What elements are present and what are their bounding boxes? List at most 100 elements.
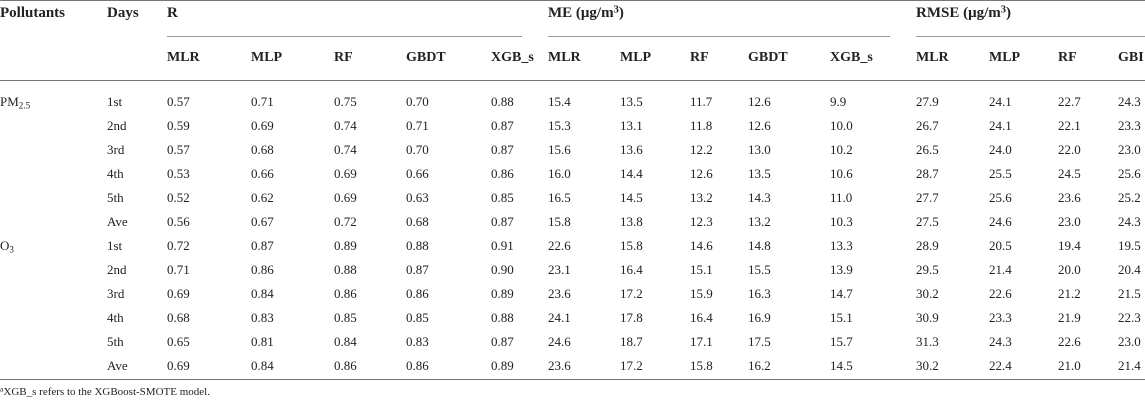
value-cell: 14.3 bbox=[748, 190, 771, 205]
value-cell: 25.5 bbox=[989, 166, 1012, 181]
model-header: MLP bbox=[251, 50, 283, 65]
value-cell: 24.5 bbox=[1058, 166, 1081, 181]
value-cell: 0.70 bbox=[406, 94, 429, 109]
value-cell: 0.89 bbox=[491, 358, 514, 373]
model-header: MLR bbox=[548, 50, 581, 65]
value-cell: 0.69 bbox=[334, 190, 357, 205]
day-cell: Ave bbox=[107, 358, 128, 373]
value-cell: 30.2 bbox=[916, 286, 939, 301]
day-cell: 2nd bbox=[107, 118, 127, 133]
value-cell: 26.5 bbox=[916, 142, 939, 157]
value-cell: 21.0 bbox=[1058, 358, 1081, 373]
value-cell: 9.9 bbox=[830, 94, 847, 109]
group-rmse-underline bbox=[916, 36, 1145, 37]
value-cell: 23.6 bbox=[548, 358, 571, 373]
value-cell: 18.7 bbox=[620, 334, 643, 349]
value-cell: 15.6 bbox=[548, 142, 571, 157]
value-cell: 24.1 bbox=[989, 118, 1012, 133]
value-cell: 0.69 bbox=[167, 286, 190, 301]
value-cell: 0.52 bbox=[167, 190, 190, 205]
model-header: RF bbox=[690, 50, 709, 65]
value-cell: 14.4 bbox=[620, 166, 643, 181]
header-group-rmse: RMSE (μg/m3) bbox=[916, 5, 1011, 21]
value-cell: 0.91 bbox=[491, 238, 514, 253]
value-cell: 25.6 bbox=[1118, 166, 1141, 181]
value-cell: 21.4 bbox=[1118, 358, 1141, 373]
value-cell: 17.1 bbox=[690, 334, 713, 349]
value-cell: 24.3 bbox=[989, 334, 1012, 349]
value-cell: 27.5 bbox=[916, 214, 939, 229]
value-cell: 22.1 bbox=[1058, 118, 1081, 133]
value-cell: 23.3 bbox=[989, 310, 1012, 325]
day-cell: 1st bbox=[107, 238, 123, 253]
header-days: Days bbox=[107, 5, 139, 21]
value-cell: 13.2 bbox=[748, 214, 771, 229]
value-cell: 0.71 bbox=[167, 262, 190, 277]
bottom-rule bbox=[0, 379, 1145, 380]
value-cell: 22.7 bbox=[1058, 94, 1081, 109]
value-cell: 0.84 bbox=[251, 358, 274, 373]
value-cell: 28.9 bbox=[916, 238, 939, 253]
value-cell: 15.8 bbox=[690, 358, 713, 373]
value-cell: 0.84 bbox=[334, 334, 357, 349]
value-cell: 0.62 bbox=[251, 190, 274, 205]
value-cell: 0.86 bbox=[251, 262, 274, 277]
day-cell: 3rd bbox=[107, 286, 125, 301]
value-cell: 17.8 bbox=[620, 310, 643, 325]
value-cell: 14.8 bbox=[748, 238, 771, 253]
value-cell: 16.9 bbox=[748, 310, 771, 325]
value-cell: 15.7 bbox=[830, 334, 853, 349]
value-cell: 0.71 bbox=[251, 94, 274, 109]
model-header: RF bbox=[1058, 50, 1077, 65]
pollutant-o3: O3 bbox=[0, 238, 14, 255]
value-cell: 15.3 bbox=[548, 118, 571, 133]
model-header: GBDT bbox=[406, 50, 446, 65]
value-cell: 23.6 bbox=[548, 286, 571, 301]
header-group-me: ME (μg/m3) bbox=[548, 4, 624, 21]
value-cell: 14.7 bbox=[830, 286, 853, 301]
value-cell: 15.1 bbox=[830, 310, 853, 325]
value-cell: 13.9 bbox=[830, 262, 853, 277]
value-cell: 24.3 bbox=[1118, 214, 1141, 229]
value-cell: 0.56 bbox=[167, 214, 190, 229]
value-cell: 23.0 bbox=[1058, 214, 1081, 229]
value-cell: 11.7 bbox=[690, 94, 713, 109]
value-cell: 0.87 bbox=[251, 238, 274, 253]
value-cell: 0.87 bbox=[491, 214, 514, 229]
value-cell: 11.0 bbox=[830, 190, 853, 205]
value-cell: 28.7 bbox=[916, 166, 939, 181]
value-cell: 0.87 bbox=[406, 262, 429, 277]
value-cell: 0.87 bbox=[491, 118, 514, 133]
day-cell: Ave bbox=[107, 214, 128, 229]
value-cell: 21.9 bbox=[1058, 310, 1081, 325]
value-cell: 22.4 bbox=[989, 358, 1012, 373]
value-cell: 21.5 bbox=[1118, 286, 1141, 301]
group-me-unit: (μg/m3) bbox=[575, 4, 624, 21]
value-cell: 0.88 bbox=[491, 310, 514, 325]
value-cell: 13.3 bbox=[830, 238, 853, 253]
value-cell: 19.5 bbox=[1118, 238, 1141, 253]
value-cell: 12.6 bbox=[748, 118, 771, 133]
value-cell: 31.3 bbox=[916, 334, 939, 349]
value-cell: 24.6 bbox=[989, 214, 1012, 229]
day-cell: 5th bbox=[107, 190, 124, 205]
model-header: GBDT bbox=[748, 50, 788, 65]
value-cell: 10.0 bbox=[830, 118, 853, 133]
value-cell: 0.86 bbox=[334, 286, 357, 301]
value-cell: 21.4 bbox=[989, 262, 1012, 277]
top-rule bbox=[0, 0, 1145, 1]
value-cell: 0.86 bbox=[406, 358, 429, 373]
value-cell: 23.0 bbox=[1118, 334, 1141, 349]
value-cell: 13.2 bbox=[690, 190, 713, 205]
value-cell: 0.57 bbox=[167, 142, 190, 157]
value-cell: 23.3 bbox=[1118, 118, 1141, 133]
day-cell: 2nd bbox=[107, 262, 127, 277]
value-cell: 0.63 bbox=[406, 190, 429, 205]
value-cell: 0.59 bbox=[167, 118, 190, 133]
value-cell: 22.6 bbox=[989, 286, 1012, 301]
value-cell: 16.5 bbox=[548, 190, 571, 205]
value-cell: 0.84 bbox=[251, 286, 274, 301]
model-header: MLP bbox=[989, 50, 1021, 65]
group-me-label: ME bbox=[548, 5, 573, 21]
value-cell: 0.87 bbox=[491, 334, 514, 349]
